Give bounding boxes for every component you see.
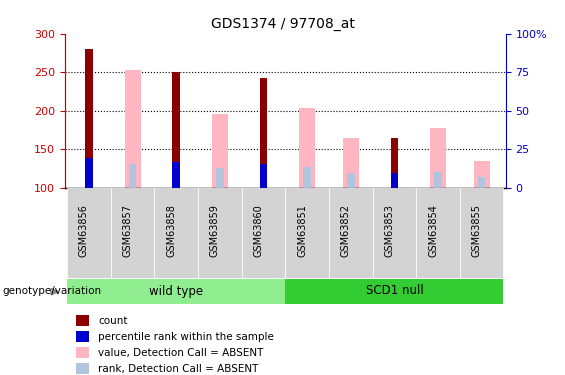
Bar (85, 49, 93, 188)
Bar (460, 188, 503, 278)
Bar (67, 188, 111, 278)
Bar (172, 72, 180, 188)
Text: genotype/variation: genotype/variation (3, 286, 102, 296)
Bar (242, 188, 285, 278)
Text: GSM63853: GSM63853 (384, 204, 394, 257)
Bar (85, 158, 93, 188)
Bar (129, 164, 136, 188)
Bar (329, 188, 372, 278)
Text: rank, Detection Call = ABSENT: rank, Detection Call = ABSENT (98, 364, 259, 374)
Bar (372, 188, 416, 278)
Bar (390, 138, 398, 188)
Bar (347, 173, 355, 188)
Bar (76, 331, 89, 342)
Bar (125, 70, 141, 188)
Text: GSM63857: GSM63857 (123, 204, 133, 257)
Bar (76, 347, 89, 358)
Bar (390, 173, 398, 188)
Bar (473, 160, 490, 188)
Bar (285, 188, 329, 278)
Bar (212, 114, 228, 188)
Bar (299, 108, 315, 188)
Text: GSM63851: GSM63851 (297, 204, 307, 257)
Bar (154, 188, 198, 278)
Bar (76, 363, 89, 374)
Text: GSM63860: GSM63860 (254, 204, 263, 257)
Text: SCD1 null: SCD1 null (366, 285, 423, 297)
Bar (430, 128, 446, 188)
Text: GSM63859: GSM63859 (210, 204, 220, 257)
Bar (303, 167, 311, 188)
Text: GSM63856: GSM63856 (79, 204, 89, 257)
Text: percentile rank within the sample: percentile rank within the sample (98, 332, 274, 342)
Bar (216, 168, 224, 188)
Text: GSM63854: GSM63854 (428, 204, 438, 257)
Bar (260, 164, 267, 188)
Text: GDS1374 / 97708_at: GDS1374 / 97708_at (211, 17, 354, 31)
Bar (76, 315, 89, 326)
Bar (198, 188, 242, 278)
Text: wild type: wild type (149, 285, 203, 297)
Text: count: count (98, 315, 128, 326)
Text: value, Detection Call = ABSENT: value, Detection Call = ABSENT (98, 348, 264, 358)
Bar (285, 279, 503, 304)
Text: GSM63852: GSM63852 (341, 204, 351, 257)
Bar (67, 279, 285, 304)
Text: GSM63855: GSM63855 (472, 204, 482, 257)
Bar (434, 172, 442, 188)
Text: GSM63858: GSM63858 (166, 204, 176, 257)
Bar (343, 138, 359, 188)
Bar (172, 162, 180, 188)
Bar (416, 188, 460, 278)
Bar (478, 177, 485, 188)
Bar (260, 78, 267, 188)
Bar (111, 188, 154, 278)
